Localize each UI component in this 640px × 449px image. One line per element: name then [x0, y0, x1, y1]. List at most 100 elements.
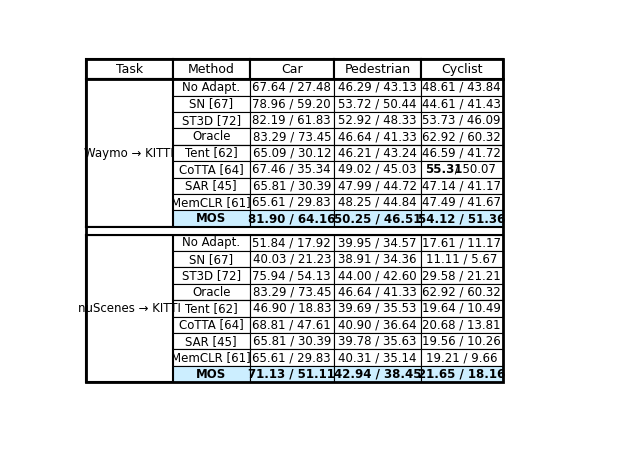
Bar — [173, 59, 250, 79]
Bar — [334, 251, 420, 267]
Bar — [173, 194, 250, 211]
Bar — [334, 194, 420, 211]
Bar — [420, 145, 502, 161]
Bar — [334, 300, 420, 317]
Text: 83.29 / 73.45: 83.29 / 73.45 — [253, 286, 331, 299]
Text: ST3D [72]: ST3D [72] — [182, 269, 241, 282]
Text: 38.91 / 34.36: 38.91 / 34.36 — [338, 253, 417, 266]
Bar — [420, 317, 502, 333]
Text: 65.81 / 30.39: 65.81 / 30.39 — [253, 335, 331, 348]
Text: 75.94 / 54.13: 75.94 / 54.13 — [252, 269, 331, 282]
Bar — [420, 161, 502, 178]
Bar — [334, 161, 420, 178]
Bar — [173, 251, 250, 267]
Bar — [173, 211, 250, 227]
Bar — [334, 178, 420, 194]
Text: MemCLR [61]: MemCLR [61] — [172, 351, 251, 364]
Bar — [420, 234, 502, 251]
Text: 46.21 / 43.24: 46.21 / 43.24 — [338, 146, 417, 159]
Bar — [420, 96, 502, 112]
Text: 82.19 / 61.83: 82.19 / 61.83 — [252, 114, 331, 127]
Text: 39.69 / 35.53: 39.69 / 35.53 — [338, 302, 417, 315]
Text: 21.65 / 18.16: 21.65 / 18.16 — [418, 368, 506, 381]
Text: 20.68 / 13.81: 20.68 / 13.81 — [422, 318, 501, 331]
Text: 71.13 / 51.11: 71.13 / 51.11 — [248, 368, 335, 381]
Text: 67.46 / 35.34: 67.46 / 35.34 — [252, 163, 331, 176]
Text: 46.64 / 41.33: 46.64 / 41.33 — [338, 130, 417, 143]
Text: 53.72 / 50.44: 53.72 / 50.44 — [338, 97, 417, 110]
Text: No Adapt.: No Adapt. — [182, 236, 240, 249]
Bar — [420, 300, 502, 317]
Text: 55.31: 55.31 — [425, 163, 462, 176]
Bar — [420, 128, 502, 145]
Bar — [420, 267, 502, 284]
Text: 83.29 / 73.45: 83.29 / 73.45 — [253, 130, 331, 143]
Bar — [334, 366, 420, 383]
Text: 17.61 / 11.17: 17.61 / 11.17 — [422, 236, 501, 249]
Text: Oracle: Oracle — [192, 130, 230, 143]
Bar — [250, 59, 334, 79]
Text: 51.84 / 17.92: 51.84 / 17.92 — [252, 236, 331, 249]
Text: Cyclist: Cyclist — [441, 62, 483, 75]
Text: CoTTA [64]: CoTTA [64] — [179, 318, 244, 331]
Text: 67.64 / 27.48: 67.64 / 27.48 — [252, 81, 332, 94]
Bar — [334, 267, 420, 284]
Bar — [250, 333, 334, 349]
Bar — [250, 178, 334, 194]
Text: CoTTA [64]: CoTTA [64] — [179, 163, 244, 176]
Text: 68.81 / 47.61: 68.81 / 47.61 — [252, 318, 331, 331]
Bar — [173, 234, 250, 251]
Text: MemCLR [61]: MemCLR [61] — [172, 196, 251, 209]
Bar — [420, 112, 502, 128]
Text: SN [67]: SN [67] — [189, 253, 233, 266]
Bar — [420, 333, 502, 349]
Text: 53.73 / 46.09: 53.73 / 46.09 — [422, 114, 501, 127]
Text: 46.64 / 41.33: 46.64 / 41.33 — [338, 286, 417, 299]
Bar — [173, 333, 250, 349]
Bar — [86, 59, 502, 383]
Bar — [250, 79, 334, 96]
Text: nuScenes → KITTI: nuScenes → KITTI — [78, 302, 180, 315]
Text: 19.21 / 9.66: 19.21 / 9.66 — [426, 351, 497, 364]
Bar — [420, 211, 502, 227]
Bar — [250, 112, 334, 128]
Text: 48.61 / 43.84: 48.61 / 43.84 — [422, 81, 501, 94]
Bar — [334, 284, 420, 300]
Text: Task: Task — [116, 62, 143, 75]
Text: 46.29 / 43.13: 46.29 / 43.13 — [338, 81, 417, 94]
Bar — [420, 194, 502, 211]
Bar — [86, 79, 173, 227]
Text: SAR [45]: SAR [45] — [186, 179, 237, 192]
Bar — [420, 284, 502, 300]
Text: 49.02 / 45.03: 49.02 / 45.03 — [338, 163, 417, 176]
Bar — [86, 59, 173, 79]
Text: ST3D [72]: ST3D [72] — [182, 114, 241, 127]
Bar — [420, 251, 502, 267]
Text: 39.78 / 35.63: 39.78 / 35.63 — [338, 335, 417, 348]
Text: 65.09 / 30.12: 65.09 / 30.12 — [253, 146, 331, 159]
Text: 48.25 / 44.84: 48.25 / 44.84 — [338, 196, 417, 209]
Bar — [250, 349, 334, 366]
Bar — [173, 284, 250, 300]
Text: 39.95 / 34.57: 39.95 / 34.57 — [338, 236, 417, 249]
Bar — [420, 59, 502, 79]
Bar — [250, 366, 334, 383]
Text: 65.61 / 29.83: 65.61 / 29.83 — [252, 351, 331, 364]
Text: 40.03 / 21.23: 40.03 / 21.23 — [253, 253, 331, 266]
Bar — [420, 349, 502, 366]
Text: 40.31 / 35.14: 40.31 / 35.14 — [338, 351, 417, 364]
Text: Tent [62]: Tent [62] — [185, 302, 237, 315]
Bar — [334, 333, 420, 349]
Bar — [173, 112, 250, 128]
Text: 44.61 / 41.43: 44.61 / 41.43 — [422, 97, 501, 110]
Bar — [334, 234, 420, 251]
Bar — [250, 96, 334, 112]
Text: 19.64 / 10.49: 19.64 / 10.49 — [422, 302, 501, 315]
Bar — [173, 366, 250, 383]
Bar — [334, 317, 420, 333]
Bar — [173, 145, 250, 161]
Bar — [334, 112, 420, 128]
Text: 50.25 / 46.51: 50.25 / 46.51 — [333, 212, 421, 225]
Text: / 50.07: / 50.07 — [451, 163, 495, 176]
Text: SAR [45]: SAR [45] — [186, 335, 237, 348]
